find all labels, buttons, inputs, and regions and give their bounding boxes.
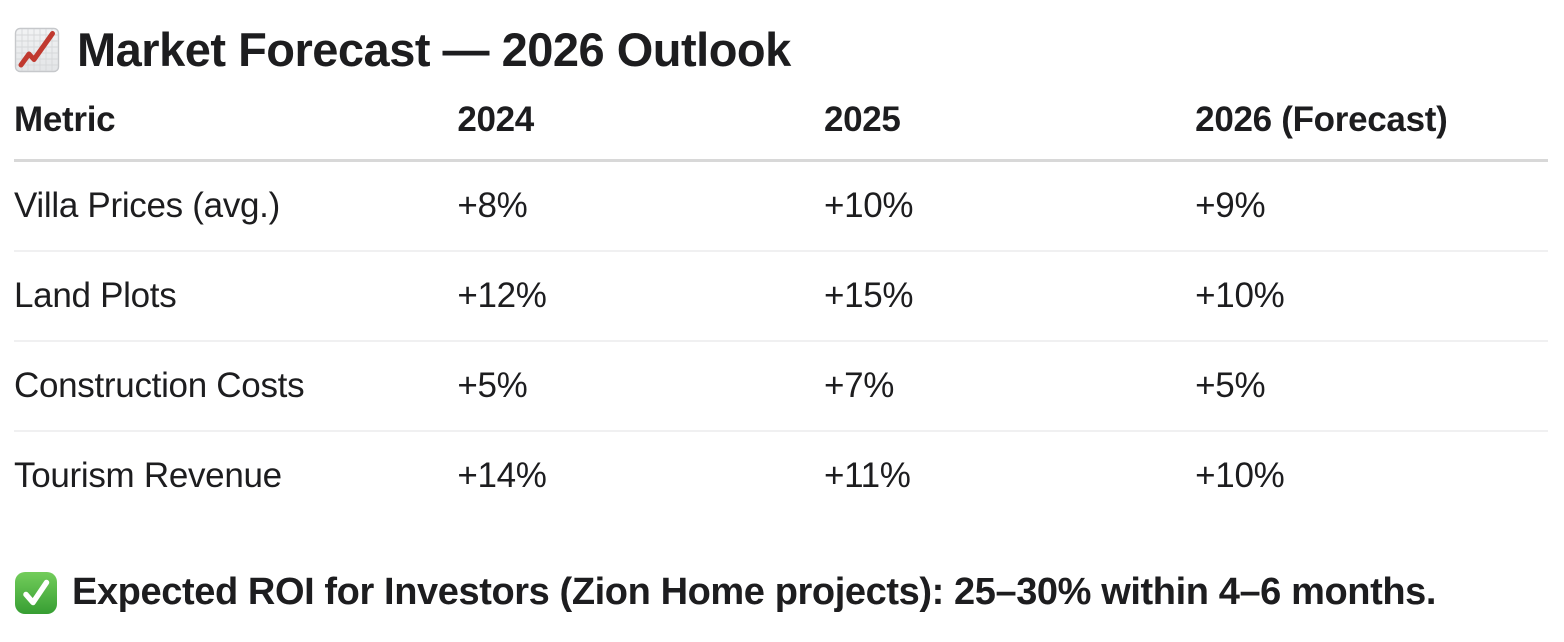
- table-header-row: Metric 2024 2025 2026 (Forecast): [14, 73, 1548, 162]
- cell-2026: +10%: [1195, 251, 1548, 342]
- table-row: Construction Costs +5% +7% +5%: [14, 341, 1548, 432]
- column-header-2024: 2024: [457, 73, 824, 162]
- column-header-metric: Metric: [14, 73, 458, 162]
- cell-2025: +10%: [823, 160, 1196, 252]
- cell-2026: +10%: [1195, 456, 1285, 495]
- roi-note-text: Expected ROI for Investors (Zion Home pr…: [72, 571, 1437, 614]
- forecast-table: Metric 2024 2025 2026 (Forecast) Villa P…: [14, 73, 1548, 520]
- cell-2025: +15%: [823, 251, 1196, 342]
- chart-increasing-icon: [14, 27, 60, 73]
- cell-metric: Construction Costs: [14, 341, 458, 432]
- table-row: Villa Prices (avg.) +8% +10% +9%: [14, 160, 1548, 252]
- roi-note: Expected ROI for Investors (Zion Home pr…: [14, 571, 1548, 615]
- check-mark-icon: [14, 571, 58, 615]
- page: Market Forecast — 2026 Outlook Metric 20…: [14, 0, 1548, 615]
- cell-2024: +5%: [457, 341, 824, 432]
- cell-metric: Villa Prices (avg.): [14, 160, 458, 252]
- table-row: Tourism Revenue +14% +11% +10%: [14, 431, 1548, 520]
- cell-2026: +5%: [1195, 341, 1548, 432]
- cell-metric: Land Plots: [14, 251, 458, 342]
- page-title: Market Forecast — 2026 Outlook: [77, 23, 791, 76]
- column-header-2026-forecast: 2026 (Forecast): [1195, 73, 1548, 162]
- cell-2024: +12%: [457, 251, 824, 342]
- column-header-2025: 2025: [823, 73, 1196, 162]
- cell-2025: +11%: [823, 456, 911, 495]
- cell-2024: +14%: [457, 456, 547, 495]
- cell-2024: +8%: [457, 160, 824, 252]
- cell-2026: +9%: [1195, 160, 1548, 252]
- page-header: Market Forecast — 2026 Outlook: [14, 0, 1548, 73]
- table-row: Land Plots +12% +15% +10%: [14, 251, 1548, 342]
- cell-2025: +7%: [823, 341, 1196, 432]
- cell-metric: Tourism Revenue: [14, 456, 282, 495]
